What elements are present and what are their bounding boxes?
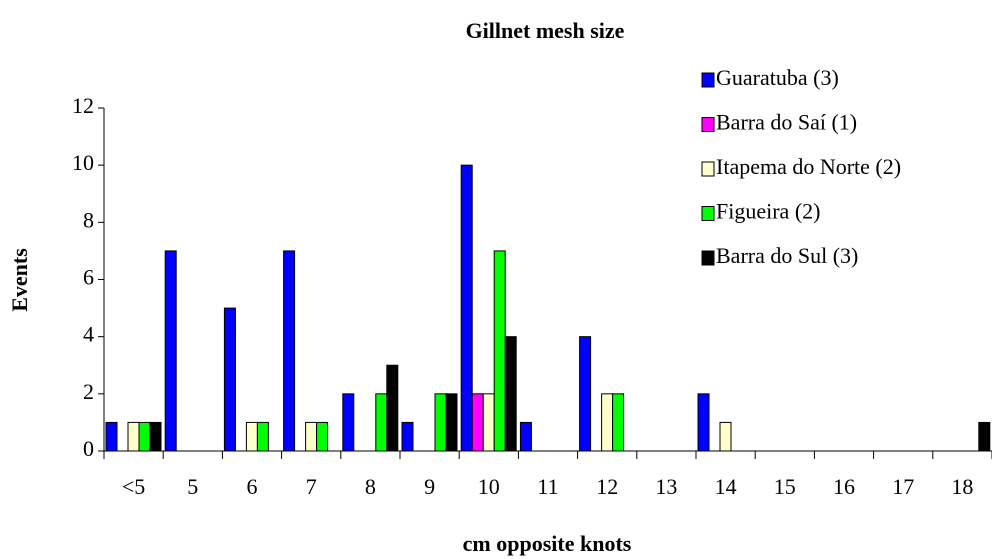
y-tick-label: 6 [83, 265, 94, 290]
y-tick-label: 10 [72, 150, 94, 175]
bar [445, 393, 458, 452]
y-tick-label: 2 [83, 379, 94, 404]
bar [256, 421, 269, 452]
bar [149, 421, 162, 452]
y-axis-label: Events [7, 248, 32, 312]
bar [460, 164, 473, 452]
bar [434, 393, 447, 452]
bar [612, 393, 625, 452]
x-tick-label: 15 [774, 474, 796, 499]
x-tick-label: 18 [951, 474, 973, 499]
bar [401, 421, 414, 452]
x-tick-label: 6 [247, 474, 258, 499]
legend-swatch [701, 161, 715, 177]
bar [504, 336, 517, 452]
x-tick-label: 13 [655, 474, 677, 499]
bar [342, 393, 355, 452]
bar [482, 393, 495, 452]
bar [283, 250, 296, 452]
x-tick-label: 11 [537, 474, 558, 499]
chart-title: Gillnet mesh size [466, 18, 625, 43]
y-tick-label: 8 [83, 207, 94, 232]
x-axis-label: cm opposite knots [463, 531, 632, 556]
x-tick-label: 7 [306, 474, 317, 499]
bar [719, 421, 732, 452]
legend-label: Guaratuba (3) [716, 65, 839, 90]
bar [978, 421, 991, 452]
bar [519, 421, 532, 452]
legend-label: Barra do Sul (3) [716, 243, 858, 268]
y-tick-label: 12 [72, 93, 94, 118]
bar [245, 421, 258, 452]
bar [316, 421, 329, 452]
legend-swatch [701, 250, 715, 266]
x-tick-label: 10 [478, 474, 500, 499]
bar [579, 336, 592, 452]
legend-label: Itapema do Norte (2) [716, 154, 901, 179]
legend-swatch [701, 117, 715, 132]
bar [601, 393, 614, 452]
bar [493, 250, 506, 452]
x-tick-label: 8 [365, 474, 376, 499]
x-tick-label: <5 [122, 474, 145, 499]
y-tick-label: 0 [83, 436, 94, 461]
x-tick-label: 12 [596, 474, 618, 499]
bar [375, 393, 388, 452]
bar [223, 307, 236, 452]
bar [697, 393, 710, 452]
x-tick-label: 14 [715, 474, 737, 499]
y-tick-label: 4 [83, 322, 94, 347]
bar [105, 421, 118, 452]
legend-label: Figueira (2) [716, 199, 820, 224]
bar [471, 393, 484, 452]
bar [164, 250, 177, 452]
legend-swatch [701, 72, 715, 88]
x-tick-label: 16 [833, 474, 855, 499]
x-tick-label: 9 [424, 474, 435, 499]
bar [386, 364, 399, 452]
x-tick-label: 5 [187, 474, 198, 499]
bar [138, 421, 151, 452]
bar [127, 421, 140, 452]
x-tick-label: 17 [892, 474, 914, 499]
bar [305, 421, 318, 452]
legend-swatch [701, 206, 715, 221]
legend-label: Barra do Saí (1) [716, 110, 857, 135]
